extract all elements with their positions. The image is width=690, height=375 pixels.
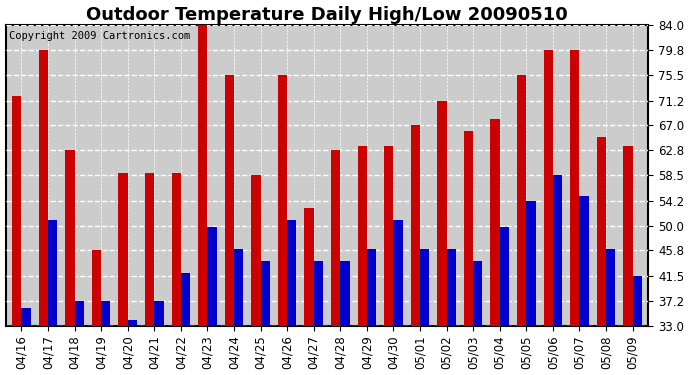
Bar [357,146,367,326]
Bar [12,96,21,326]
Bar [314,261,323,326]
Bar [155,301,164,326]
Bar [331,150,340,326]
Bar [48,220,57,326]
Bar [208,227,217,326]
Bar [623,146,633,326]
Bar [75,301,84,326]
Bar [128,320,137,326]
Bar [304,208,314,326]
Bar [500,227,509,326]
Bar [172,172,181,326]
Bar [261,261,270,326]
Bar [367,249,376,326]
Bar [393,220,403,326]
Bar [570,50,580,326]
Bar [198,25,208,326]
Title: Outdoor Temperature Daily High/Low 20090510: Outdoor Temperature Daily High/Low 20090… [86,6,568,24]
Bar [633,276,642,326]
Bar [119,172,128,326]
Bar [553,176,562,326]
Bar [606,249,615,326]
Bar [251,176,261,326]
Bar [473,261,482,326]
Bar [517,75,526,326]
Bar [340,261,350,326]
Bar [101,301,110,326]
Bar [145,172,155,326]
Bar [181,273,190,326]
Bar [39,50,48,326]
Bar [491,120,500,326]
Bar [420,249,429,326]
Bar [21,308,31,326]
Text: Copyright 2009 Cartronics.com: Copyright 2009 Cartronics.com [9,31,190,41]
Bar [278,75,287,326]
Bar [580,196,589,326]
Bar [597,137,606,326]
Bar [544,50,553,326]
Bar [225,75,234,326]
Bar [384,146,393,326]
Bar [66,150,75,326]
Bar [446,249,456,326]
Bar [437,100,446,326]
Bar [464,131,473,326]
Bar [411,125,420,326]
Bar [526,201,535,326]
Bar [287,220,297,326]
Bar [92,251,101,326]
Bar [234,249,244,326]
